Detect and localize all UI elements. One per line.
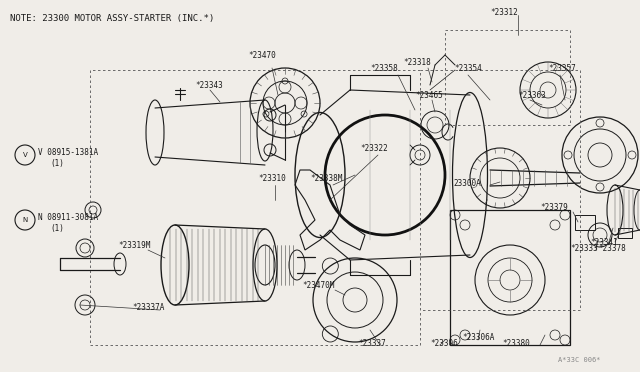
Text: *23343: *23343 [195, 80, 223, 90]
Text: *23306: *23306 [430, 339, 458, 347]
Text: N: N [22, 217, 28, 223]
Text: 23300A: 23300A [453, 179, 481, 187]
Text: *23465: *23465 [415, 90, 443, 99]
Text: *23312: *23312 [490, 7, 518, 16]
Text: *23333: *23333 [570, 244, 598, 253]
Text: *23306A: *23306A [462, 333, 494, 341]
Bar [618, 228, 632, 238]
Text: *23337: *23337 [358, 339, 386, 347]
Text: NOTE: 23300 MOTOR ASSY-STARTER (INC.*): NOTE: 23300 MOTOR ASSY-STARTER (INC.*) [10, 13, 214, 22]
Text: *23341: *23341 [590, 237, 618, 247]
Text: *23380: *23380 [502, 339, 530, 347]
Text: (1): (1) [50, 158, 64, 167]
Text: *23470: *23470 [248, 51, 276, 60]
Text: *23322: *23322 [360, 144, 388, 153]
Text: *23337A: *23337A [132, 302, 164, 311]
Text: *23363: *23363 [518, 90, 546, 99]
Text: N 08911-3081A: N 08911-3081A [38, 212, 98, 221]
Text: *23354: *23354 [454, 64, 482, 73]
Text: V 08915-1381A: V 08915-1381A [38, 148, 98, 157]
Text: *23378: *23378 [598, 244, 626, 253]
Text: *23357: *23357 [548, 64, 576, 73]
Text: A*33C 006*: A*33C 006* [557, 357, 600, 363]
Text: *23310: *23310 [258, 173, 285, 183]
Text: V: V [22, 152, 28, 158]
Text: *23358: *23358 [370, 64, 397, 73]
Text: *23338M: *23338M [310, 173, 342, 183]
Text: *23319M: *23319M [118, 241, 150, 250]
Bar [575, 215, 595, 230]
Text: *23318: *23318 [403, 58, 431, 67]
Text: (1): (1) [50, 224, 64, 232]
Text: *23470M: *23470M [302, 280, 334, 289]
Text: *23379: *23379 [540, 202, 568, 212]
Bar [450, 210, 570, 345]
